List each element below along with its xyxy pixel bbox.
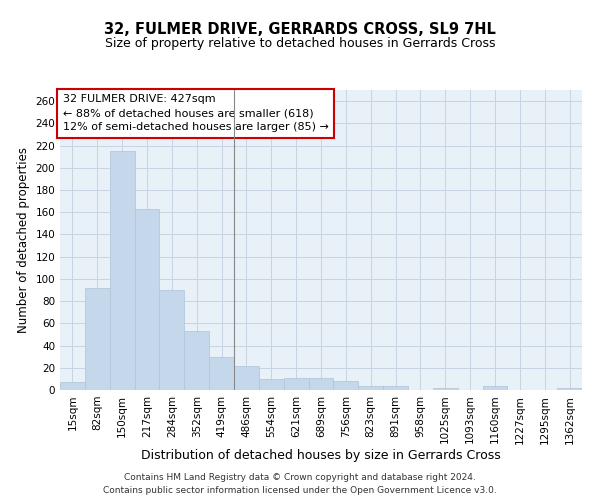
Text: Size of property relative to detached houses in Gerrards Cross: Size of property relative to detached ho… [105,38,495,51]
Bar [334,381,358,390]
Y-axis label: Number of detached properties: Number of detached properties [17,147,30,333]
Bar [358,386,383,390]
Bar [160,290,184,390]
Bar [184,331,209,390]
Bar [433,388,458,390]
Bar [134,209,160,390]
Bar [259,379,284,390]
Bar [85,288,110,390]
Bar [308,378,334,390]
Bar [60,382,85,390]
Bar [284,378,308,390]
Bar [383,386,408,390]
Bar [110,151,134,390]
Bar [557,388,582,390]
Bar [234,366,259,390]
Text: 32 FULMER DRIVE: 427sqm
← 88% of detached houses are smaller (618)
12% of semi-d: 32 FULMER DRIVE: 427sqm ← 88% of detache… [62,94,328,132]
Text: 32, FULMER DRIVE, GERRARDS CROSS, SL9 7HL: 32, FULMER DRIVE, GERRARDS CROSS, SL9 7H… [104,22,496,38]
Text: Contains HM Land Registry data © Crown copyright and database right 2024.
Contai: Contains HM Land Registry data © Crown c… [103,474,497,495]
X-axis label: Distribution of detached houses by size in Gerrards Cross: Distribution of detached houses by size … [141,449,501,462]
Bar [209,356,234,390]
Bar [482,386,508,390]
